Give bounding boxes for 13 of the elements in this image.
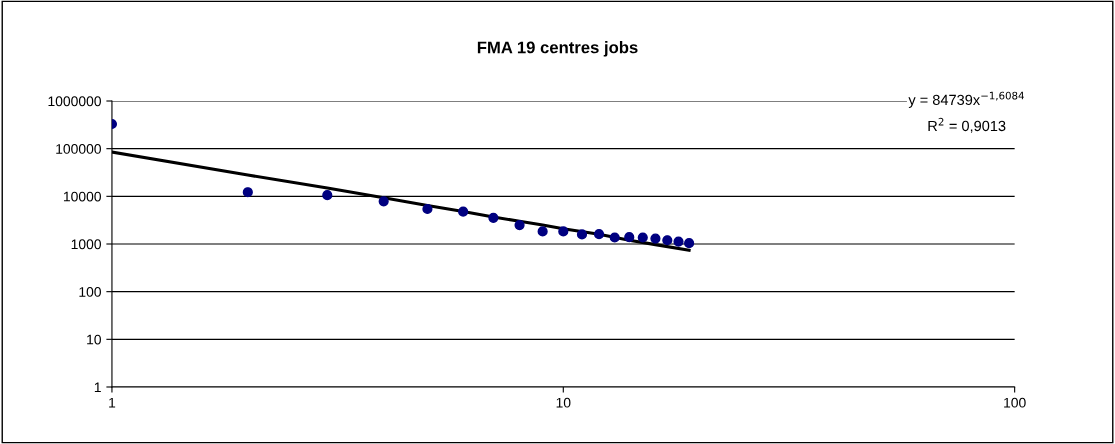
y-tick-label: 100000: [56, 144, 101, 154]
x-tick-label: 10: [556, 397, 571, 408]
y-tick-label: 10000: [63, 191, 101, 202]
annotation: y = 84739x$^{−1,6084}$: [908, 91, 1024, 108]
y-tick-label: 100: [79, 287, 101, 297]
annotation: R$^{2}$ = 0,9013: [928, 117, 1006, 133]
y-tick-label: 1000000: [48, 96, 101, 107]
y-tick-label: 10: [87, 334, 101, 345]
y-tick-label: 1: [94, 382, 101, 393]
x-tick-label: 1: [109, 397, 116, 408]
y-tick-label: 1000: [71, 239, 101, 250]
x-tick-label: 100: [1004, 397, 1026, 408]
chart-title: FMA 19 centres jobs: [477, 41, 638, 57]
